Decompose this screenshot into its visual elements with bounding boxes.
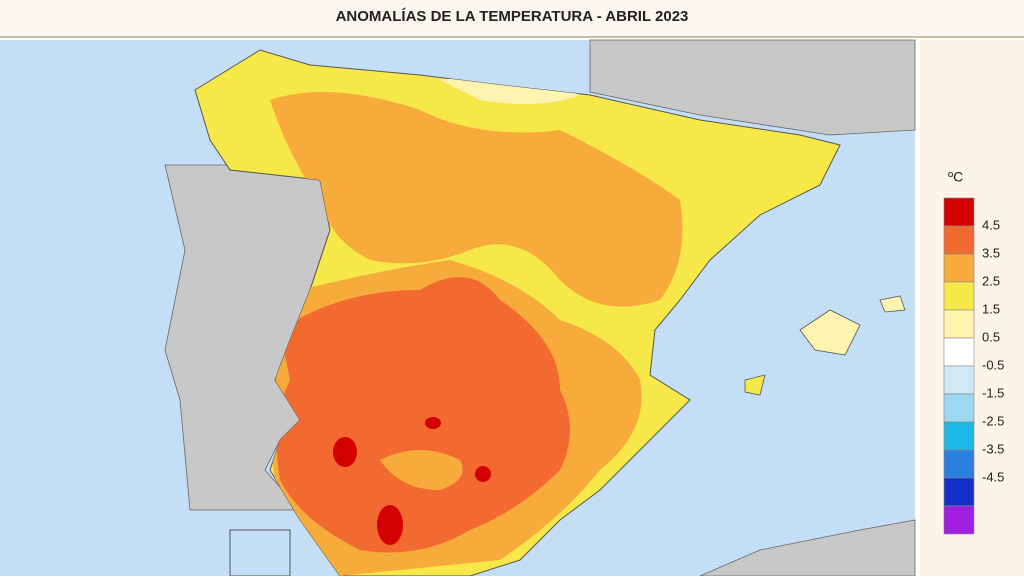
legend: ºC 4.5 3.5 2.5 1.5 0.5 -0.5 -1.5 -2.5 -3.5 -4.5: [943, 169, 1004, 535]
legend-swatch: [943, 365, 975, 395]
zone-orange: [270, 92, 683, 307]
legend-label: -3.5: [982, 441, 1004, 456]
legend-swatch: [943, 505, 975, 535]
legend-swatch: [943, 309, 975, 339]
legend-label: 2.5: [982, 273, 1000, 288]
legend-swatch: [943, 421, 975, 451]
legend-label: 1.5: [982, 301, 1000, 316]
legend-label: 3.5: [982, 245, 1000, 260]
legend-label: 4.5: [982, 217, 1000, 232]
france: [589, 39, 916, 136]
zone-dark-red: [333, 437, 357, 467]
island: [799, 309, 861, 356]
legend-label: 0.5: [982, 329, 1000, 344]
legend-swatch: [943, 197, 975, 227]
legend-label: -1.5: [982, 385, 1004, 400]
legend-swatch: [943, 253, 975, 283]
zone-dark-red: [425, 417, 441, 429]
zone-orange: [380, 450, 463, 490]
zone-dark-red: [377, 505, 403, 545]
island: [744, 374, 766, 396]
legend-swatch: [943, 477, 975, 507]
legend-swatch: [943, 281, 975, 311]
legend-swatch: [943, 337, 975, 367]
zone-red: [276, 277, 570, 553]
title: ANOMALÍAS DE LA TEMPERATURA - ABRIL 2023: [336, 8, 689, 25]
title-bar: [0, 0, 1024, 36]
legend-swatch: [943, 225, 975, 255]
legend-unit: ºC: [948, 169, 963, 185]
map: [0, 39, 916, 577]
zone-dark-red: [475, 466, 491, 482]
anomaly-zones: [270, 77, 683, 576]
legend-swatch: [943, 393, 975, 423]
inset-frame: [229, 529, 291, 577]
island: [879, 295, 906, 313]
legend-swatch: [943, 449, 975, 479]
legend-label: -2.5: [982, 413, 1004, 428]
legend-label: -0.5: [982, 357, 1004, 372]
legend-label: -4.5: [982, 469, 1004, 484]
